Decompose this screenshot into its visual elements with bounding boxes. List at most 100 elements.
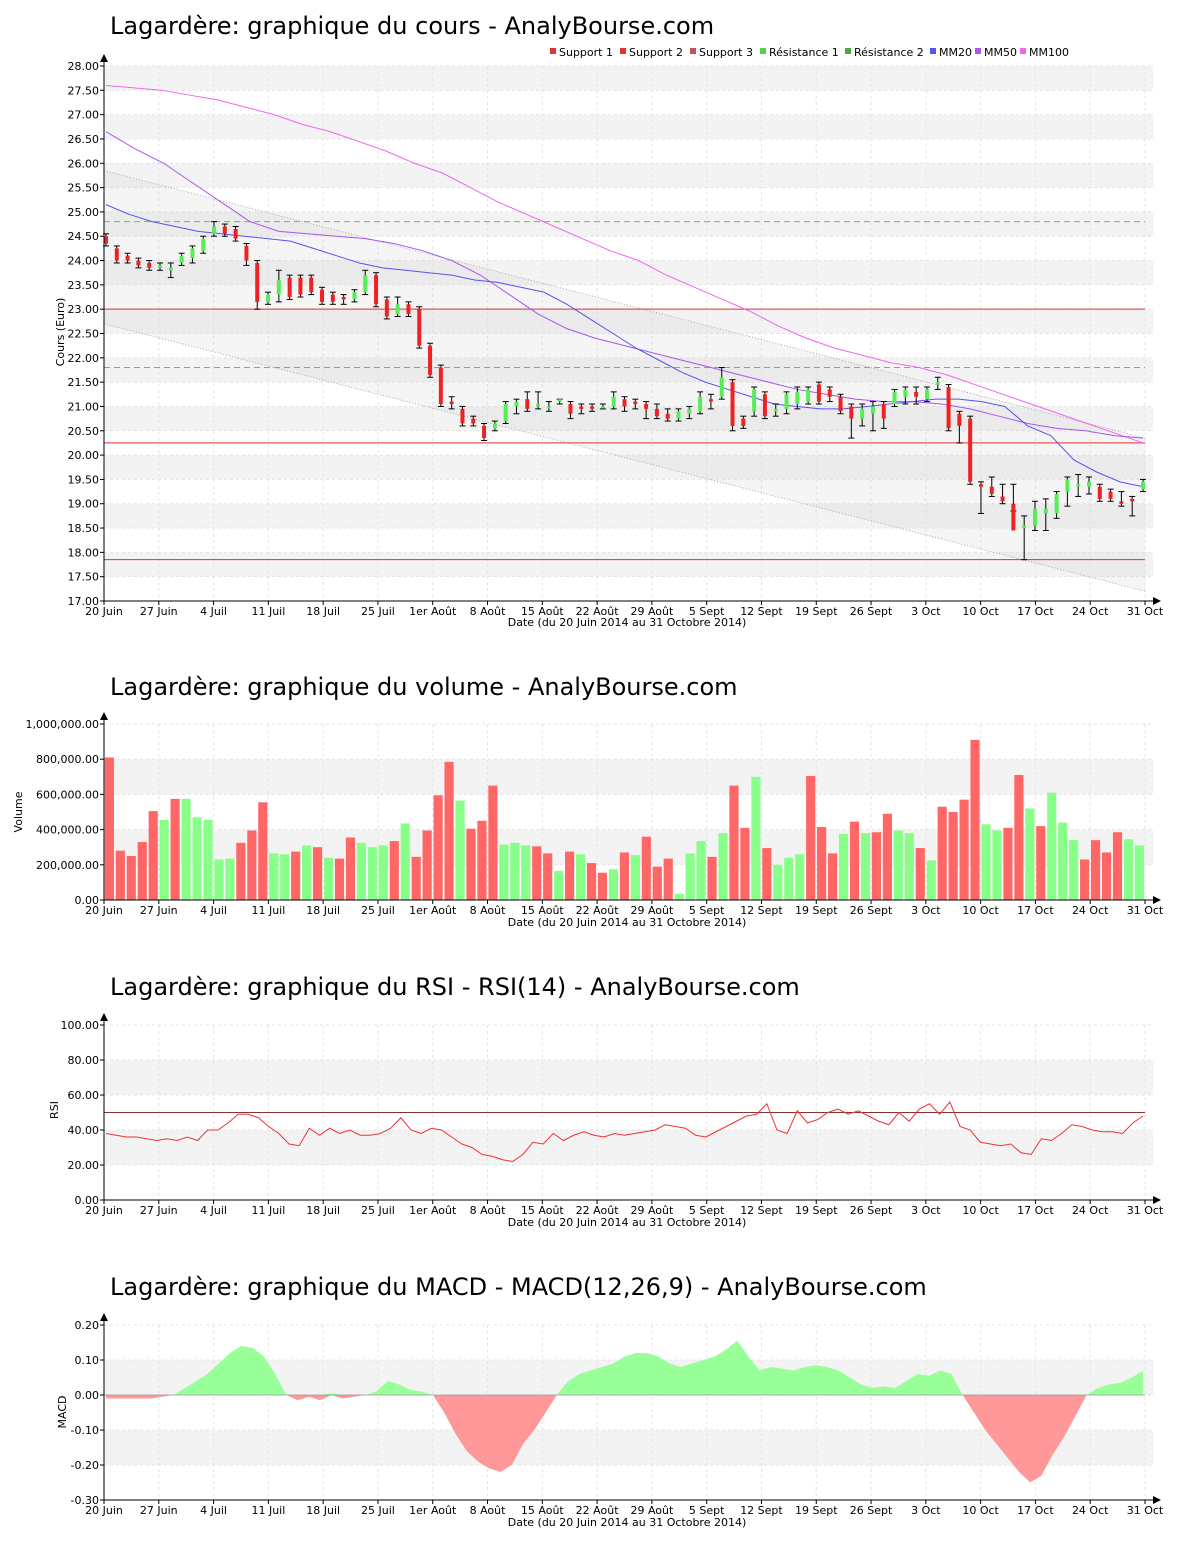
candle-body [428,345,433,375]
macd-y-axis: -0.30 -0.20 -0.10 0.00 0.10 0.20 [71,1313,108,1507]
candle-body [741,418,746,426]
x-tick-label: 3 Oct [911,1504,941,1517]
candle-body [568,404,573,414]
x-tick-label: 27 Juin [140,1204,178,1217]
volume-bar [970,739,980,900]
x-tick-label: 15 Août [521,904,565,917]
candle [610,391,617,410]
y-tick-label: 19.00 [68,498,100,511]
candle [956,410,963,444]
grid-band [104,503,1153,529]
candle-body [708,399,713,402]
volume-bar [575,854,586,900]
candle [923,386,930,403]
x-tick-label: 17 Oct [1017,904,1054,917]
volume-bar [948,812,958,900]
candle-body [806,389,811,402]
legend-swatch [620,48,626,54]
volume-bar [608,869,619,900]
volume-bar [981,824,991,900]
legend-swatch [930,48,936,54]
x-tick-label: 15 Août [521,605,565,618]
candle [135,257,142,269]
candle [491,420,498,432]
volume-bar [521,845,531,900]
volume-bar [367,847,377,900]
volume-bar [444,761,454,900]
x-axis-arrow [1153,597,1161,605]
volume-bar [674,893,684,900]
y-tick-label: 1,000,000.00 [26,718,99,731]
y-axis-arrow [100,1313,108,1321]
candle [632,398,639,410]
volume-bar [1101,852,1112,900]
candle [578,403,585,415]
candle-body [514,401,519,407]
legend-item: Support 3 [690,46,753,59]
candle-body [935,382,940,385]
volume-bar [838,834,849,900]
candle-body [136,260,141,266]
candle-body [201,238,206,251]
volume-bar [192,817,202,900]
volume-bar [718,833,728,900]
candle-body [114,248,119,261]
candle-body [212,226,217,234]
candle [1096,483,1103,502]
candle-body [881,404,886,419]
candle [891,388,898,407]
volume-bar [159,819,169,900]
x-tick-label: 11 Juil [251,904,285,917]
x-tick-label: 8 Août [470,904,507,917]
volume-bar [389,841,399,900]
x-tick-label: 22 Août [576,1204,620,1217]
y-axis-arrow [100,1013,108,1021]
volume-bar [214,859,224,900]
candle [481,422,488,441]
candle [383,296,390,320]
candle-body [838,396,843,412]
candle [1140,478,1146,493]
candle-body [449,401,454,405]
legend-label: Résistance 2 [854,46,924,59]
volume-bar [313,847,323,900]
y-tick-label: 40.00 [68,1124,100,1137]
x-tick-label: 24 Oct [1072,605,1109,618]
x-tick-label: 5 Sept [689,1204,725,1217]
candle [718,367,725,400]
volume-bar [280,854,290,900]
y-tick-label: 0.00 [75,1194,100,1207]
y-tick-label: 18.00 [68,546,100,559]
candle [772,403,779,417]
candle [254,260,261,310]
legend-swatch [690,48,696,54]
candle-body [471,418,476,424]
candle [686,405,693,420]
macd-positive-area [106,1340,1143,1395]
y-tick-label: 60.00 [68,1089,100,1102]
candle-body [557,399,562,402]
grid-band [104,455,1153,480]
y-tick-label: 23.50 [68,279,100,292]
volume-chart-title: Lagardère: graphique du volume - AnalyBo… [110,673,738,701]
x-tick-label: 5 Sept [689,904,725,917]
x-tick-label: 1er Août [409,605,457,618]
candle [416,306,423,349]
price-chart: Lagardère: graphique du cours - AnalyBou… [54,12,1164,629]
x-tick-label: 25 Juil [361,1204,395,1217]
volume-bar [543,853,553,900]
rsi-y-axis: 0.00 20.00 40.00 60.00 80.00 100.00 [61,1013,108,1207]
x-tick-label: 4 Juil [200,605,227,618]
candle [243,243,250,266]
candle-body [125,255,130,261]
volume-bar [630,855,640,900]
legend-swatch [550,48,556,54]
candle-body [233,228,238,239]
legend-label: MM100 [1029,46,1069,59]
candle [988,476,995,497]
candle-body [676,411,681,419]
volume-bar [828,853,838,900]
volume-bar [181,798,191,900]
candle [351,289,358,303]
